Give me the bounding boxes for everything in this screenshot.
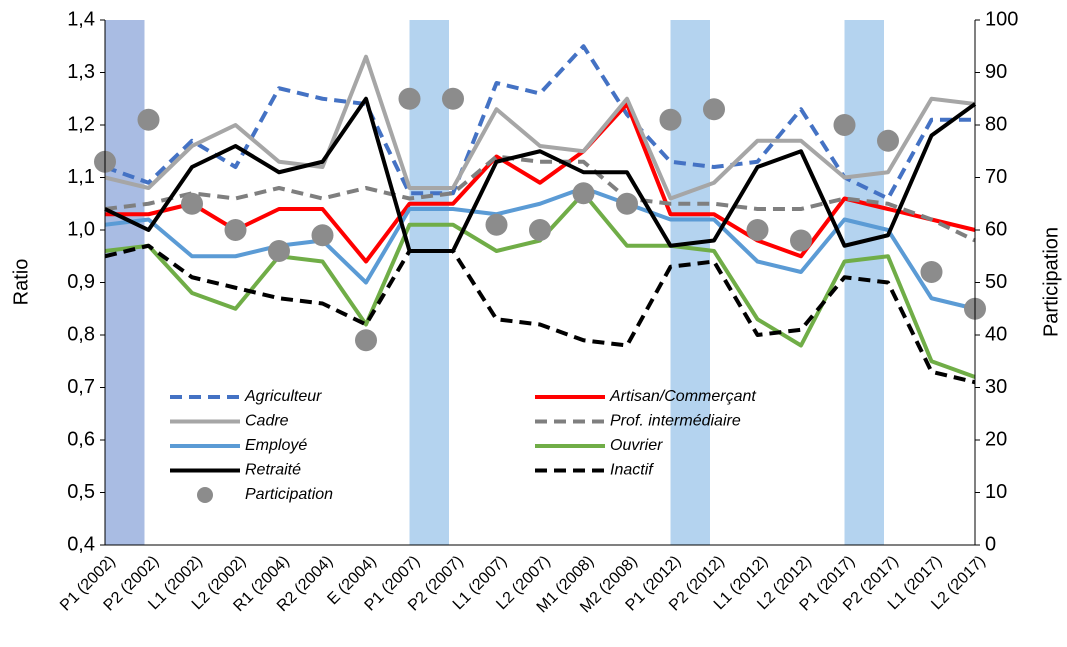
band-layer <box>105 20 884 545</box>
y2-tick-label: 0 <box>985 533 996 555</box>
y2-tick-label: 10 <box>985 481 1007 503</box>
participation-point <box>529 219 551 241</box>
y2-tick-label: 90 <box>985 61 1007 83</box>
series-line <box>104 54 976 201</box>
period-band <box>670 20 710 545</box>
participation-point <box>703 98 725 121</box>
series-line <box>104 96 977 253</box>
legend-label: Employé <box>245 437 307 454</box>
y-tick-label: 1,4 <box>67 8 95 30</box>
y-axis-title: Ratio <box>10 259 32 306</box>
y-tick-label: 1,1 <box>67 166 95 188</box>
series-line <box>104 243 976 385</box>
y2-tick-label: 30 <box>985 376 1007 398</box>
series-line <box>104 186 976 311</box>
y-tick-label: 0,9 <box>67 271 95 293</box>
y2-tick-label: 100 <box>985 8 1018 30</box>
participation-point <box>398 87 421 110</box>
participation-point <box>181 192 203 215</box>
legend-label: Ouvrier <box>610 437 663 454</box>
participation-point <box>268 240 290 262</box>
y-tick-label: 1,0 <box>67 218 95 240</box>
y2-tick-label: 20 <box>985 428 1007 450</box>
y-tick-label: 1,2 <box>67 113 95 135</box>
participation-point <box>659 108 682 131</box>
y-tick-label: 0,4 <box>67 533 95 555</box>
legend-label: Inactif <box>610 462 654 479</box>
legend-label: Artisan/Commerçant <box>609 388 756 405</box>
legend-label: Prof. intermédiaire <box>610 413 741 430</box>
participation-point <box>224 219 247 241</box>
y2-tick-label: 40 <box>985 323 1007 345</box>
y-tick-label: 0,7 <box>67 376 95 398</box>
y2-tick-label: 80 <box>985 113 1007 135</box>
y-tick-label: 0,5 <box>67 481 95 503</box>
legend-label: Agriculteur <box>244 388 322 405</box>
y2-tick-label: 50 <box>985 271 1007 293</box>
participation-point <box>616 192 638 215</box>
participation-point <box>311 224 334 247</box>
y-tick-label: 1,3 <box>67 61 95 83</box>
series-line <box>104 154 976 243</box>
participation-point <box>746 219 769 241</box>
y-tick-label: 0,6 <box>67 428 95 450</box>
y2-tick-label: 60 <box>985 218 1007 240</box>
participation-point <box>485 213 508 236</box>
legend-label: Retraité <box>245 462 301 479</box>
participation-point <box>137 108 160 131</box>
participation-point <box>572 182 595 205</box>
participation-point <box>790 229 812 252</box>
legend-label: Cadre <box>245 413 289 430</box>
period-band <box>105 20 145 545</box>
y-tick-label: 0,8 <box>67 323 95 345</box>
participation-point <box>833 114 856 136</box>
y2-tick-label: 70 <box>985 166 1007 188</box>
participation-point <box>877 129 899 152</box>
y2-axis-title: Participation <box>1040 227 1062 337</box>
legend-label: Participation <box>245 486 333 503</box>
participation-point <box>355 329 377 352</box>
participation-point <box>442 87 464 110</box>
participation-point <box>920 261 943 283</box>
legend-marker <box>197 487 213 503</box>
